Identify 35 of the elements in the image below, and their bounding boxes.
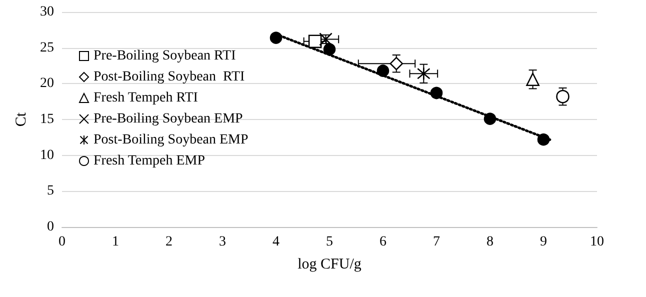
x-tick-label: 0 xyxy=(58,234,66,250)
legend-label: Fresh Tempeh RTI xyxy=(94,90,198,106)
point xyxy=(537,133,550,146)
y-tick-label: 20 xyxy=(40,76,54,92)
legend-label: Post-Boiling Soybean EMP xyxy=(94,132,249,148)
x-tick-label: 2 xyxy=(166,234,172,250)
x-tick-label: 6 xyxy=(380,234,386,250)
x-axis-title: log CFU/g xyxy=(298,256,362,272)
y-tick-label: 0 xyxy=(47,220,54,234)
x-tick-label: 10 xyxy=(590,234,604,250)
x-tick-label: 3 xyxy=(219,234,226,250)
x-tick-label: 4 xyxy=(272,234,280,250)
point xyxy=(526,72,540,86)
x-tick-label: 9 xyxy=(540,234,547,250)
y-axis-title: Ct xyxy=(14,112,30,127)
point xyxy=(556,90,570,104)
x-tick-label: 1 xyxy=(112,234,119,250)
y-tick-label: 5 xyxy=(47,184,54,199)
point xyxy=(430,86,443,100)
y-tick-label: 25 xyxy=(40,40,54,56)
x-tick-label: 8 xyxy=(486,234,494,250)
point xyxy=(390,56,404,70)
legend-label: Fresh Tempeh EMP xyxy=(94,154,206,168)
y-tick-label: 10 xyxy=(40,148,54,163)
y-tick-label: 30 xyxy=(40,4,54,20)
x-tick-label: 5 xyxy=(326,234,333,250)
y-tick-label: 15 xyxy=(40,112,54,127)
point xyxy=(484,112,496,125)
legend-label: Pre-Boiling Soybean EMP xyxy=(94,112,244,126)
point xyxy=(308,34,322,48)
point xyxy=(270,32,282,44)
x-tick-label: 7 xyxy=(433,234,440,250)
point xyxy=(376,64,390,77)
legend-label: Pre-Boiling Soybean RTI xyxy=(94,48,236,64)
legend-label: Post-Boiling Soybean RTI xyxy=(94,70,246,84)
